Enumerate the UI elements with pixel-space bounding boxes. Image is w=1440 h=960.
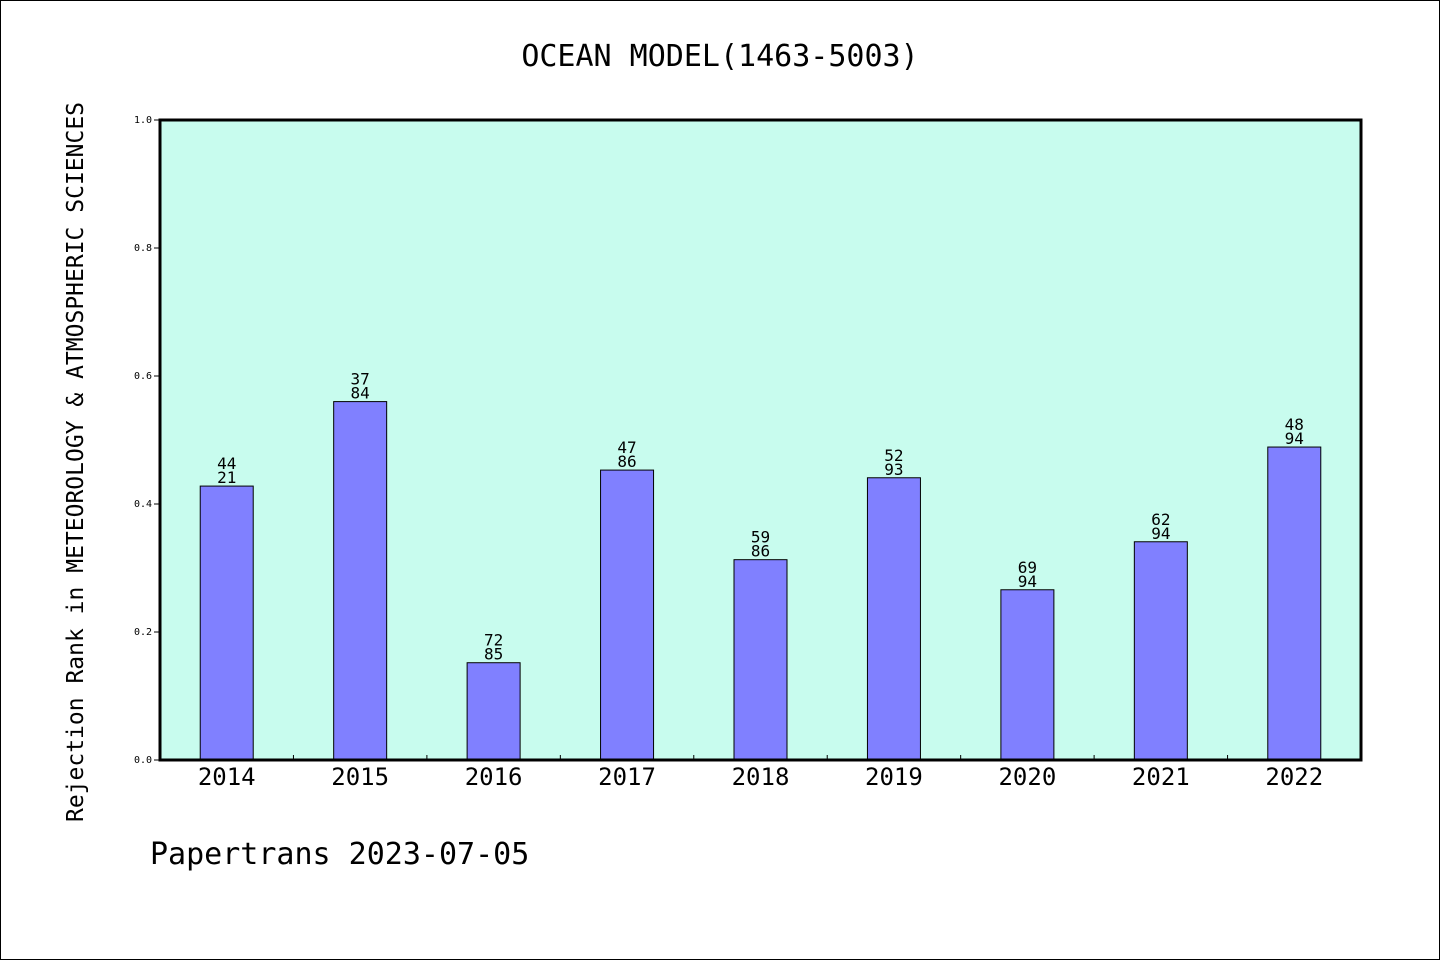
data-label-2022: 94 xyxy=(1285,429,1304,448)
data-label-2016: 85 xyxy=(484,645,503,664)
x-ticks: 2014 2015 2016 2017 2018 2019 2020 2021 2022 xyxy=(198,755,1323,791)
data-label-2020: 94 xyxy=(1018,572,1037,591)
x-tick-label: 2019 xyxy=(865,763,923,791)
chart-title: OCEAN MODEL(1463-5003) xyxy=(521,39,918,74)
y-tick-label: 0.6 xyxy=(134,371,152,382)
x-tick-label: 2020 xyxy=(998,763,1056,791)
data-label-2015: 84 xyxy=(351,384,370,403)
y-ticks: 0.0 0.2 0.4 0.6 0.8 1.0 xyxy=(134,115,160,766)
y-tick-label: 0.2 xyxy=(134,627,152,638)
y-tick-label: 0.4 xyxy=(134,499,152,510)
bar-2022 xyxy=(1267,446,1322,761)
data-label-2017: 86 xyxy=(617,452,636,471)
y-tick-label: 0.0 xyxy=(134,755,152,766)
data-label-2018: 59 xyxy=(751,528,770,547)
plot-border xyxy=(158,118,1363,762)
y-tick-label: 0.8 xyxy=(134,243,152,254)
x-tick-label: 2017 xyxy=(598,763,656,791)
bar-2021 xyxy=(1133,541,1188,761)
x-tick-label: 2018 xyxy=(732,763,790,791)
x-tick-label: 2022 xyxy=(1265,763,1323,791)
bar-2015 xyxy=(333,401,388,761)
data-label-2015: 37 xyxy=(351,370,370,389)
data-label-2021: 62 xyxy=(1151,510,1170,529)
data-label-2016: 72 xyxy=(484,631,503,650)
data-label-2022: 48 xyxy=(1285,415,1304,434)
data-label-2021: 94 xyxy=(1151,524,1170,543)
bar-2014 xyxy=(199,485,254,761)
bar-2018 xyxy=(733,559,788,761)
x-tick-label: 2015 xyxy=(331,763,389,791)
data-label-2019: 93 xyxy=(884,460,903,479)
data-label-2019: 52 xyxy=(884,446,903,465)
footer-credit: Papertrans 2023-07-05 xyxy=(150,837,529,872)
data-label-2017: 47 xyxy=(617,438,636,457)
data-label-2014: 21 xyxy=(217,468,236,487)
x-tick-label: 2016 xyxy=(465,763,523,791)
y-axis-label: Rejection Rank in METEOROLOGY & ATMOSPHE… xyxy=(63,102,89,822)
x-tick-label: 2014 xyxy=(198,763,256,791)
data-label-2020: 69 xyxy=(1018,558,1037,577)
bar-2020 xyxy=(1000,589,1055,761)
data-label-2014: 44 xyxy=(217,454,236,473)
bar-2017 xyxy=(600,469,655,761)
bar-2016 xyxy=(466,662,521,761)
x-tick-label: 2021 xyxy=(1132,763,1190,791)
y-tick-label: 1.0 xyxy=(134,115,152,126)
bar-2019 xyxy=(866,477,921,761)
data-label-2018: 86 xyxy=(751,542,770,561)
